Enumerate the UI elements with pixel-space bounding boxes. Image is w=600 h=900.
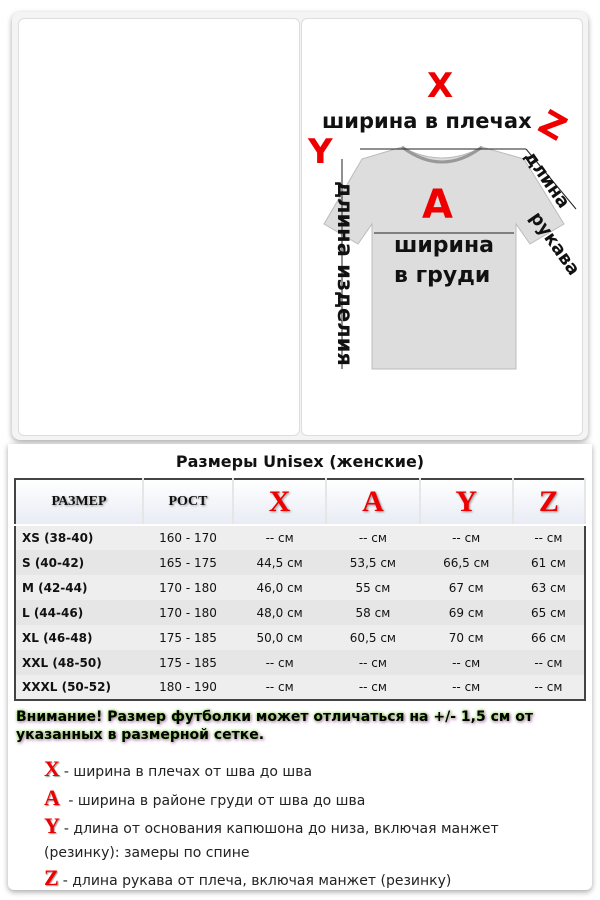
table-cell: 66 см xyxy=(512,625,585,650)
table-cell: 63 см xyxy=(512,575,585,600)
tshirt-illustration xyxy=(323,145,577,370)
image-slide-blank[interactable] xyxy=(18,18,300,436)
table-cell: 55 см xyxy=(326,575,420,600)
header-y: Y xyxy=(419,479,514,526)
table-cell: 170 - 180 xyxy=(159,605,217,620)
header-height: РОСТ xyxy=(143,479,234,526)
diagram-y-marker: Y xyxy=(308,132,333,172)
legend-item-y: Y- длина от основания капюшона до низа, … xyxy=(44,813,499,862)
table-cell: L (44-46) xyxy=(22,605,84,620)
table-cell: 60,5 см xyxy=(326,625,420,650)
table-cell: 170 - 180 xyxy=(143,575,233,600)
table-cell: -- см xyxy=(419,675,513,700)
table-cell: -- см xyxy=(512,525,585,550)
table-cell: 53,5 см xyxy=(349,555,396,570)
header-z: Z xyxy=(512,479,587,526)
table-cell: -- см xyxy=(265,655,294,670)
size-table: РАЗМЕР РОСТ X A Y Z XS (38-40) 160 - 170-… xyxy=(14,478,587,701)
table-cell: XS (38-40) xyxy=(15,525,143,550)
table-cell: 65 см xyxy=(531,605,566,620)
table-cell: -- см xyxy=(358,655,387,670)
header-x: X xyxy=(233,479,328,526)
image-gallery: X ширина в плечах Y длина изделия A шири… xyxy=(12,12,588,440)
diagram-a-label-2: в груди xyxy=(394,263,491,288)
legend: X- ширина в плечах от шва до шва A - шир… xyxy=(44,756,564,894)
table-cell: 70 см xyxy=(419,625,513,650)
legend-item-a: A - ширина в районе груди от шва до шва xyxy=(44,785,366,810)
table-row: XXXL (50-52) 180 - 190 -- см -- см -- см -- с… xyxy=(15,675,585,700)
table-cell: XL (46-48) xyxy=(15,625,143,650)
table-cell: XXXL (50-52) xyxy=(15,675,143,700)
table-cell: -- см xyxy=(326,675,420,700)
table-row: XXL (48-50) 175 - 185 -- см -- см -- см -- см xyxy=(15,650,585,675)
table-cell: 46,0 см xyxy=(233,575,327,600)
table-cell: M (42-44) xyxy=(15,575,143,600)
header-a: A xyxy=(326,479,421,526)
table-cell: -- см xyxy=(326,525,420,550)
table-cell: 66,5 см xyxy=(443,555,490,570)
warning-text: Внимание! Размер футболки может отличать… xyxy=(16,709,533,743)
table-cell: -- см xyxy=(452,655,481,670)
table-cell: 69 см xyxy=(448,605,484,620)
table-cell: 61 см xyxy=(531,555,566,570)
size-info: Размеры Unisex (женские) РАЗМЕР РОСТ X A… xyxy=(8,444,592,890)
legend-item-x: X- ширина в плечах от шва до шва xyxy=(44,756,313,781)
table-cell: -- см xyxy=(233,525,327,550)
size-table-title: Размеры Unisex (женские) xyxy=(175,452,425,471)
table-cell: 175 - 185 xyxy=(159,655,217,670)
table-row: S (40-42) 165 - 175 44,5 см 53,5 см 66,5 см 6… xyxy=(15,550,585,575)
table-cell: 44,5 см xyxy=(256,555,303,570)
table-cell: 67 см xyxy=(419,575,513,600)
diagram-x-label: ширина в плечах xyxy=(322,109,532,133)
diagram-a-label-1: ширина xyxy=(394,233,494,258)
table-cell: -- см xyxy=(419,525,513,550)
table-cell: 165 - 175 xyxy=(159,555,217,570)
header-size: РАЗМЕР xyxy=(15,479,144,526)
diagram-x-marker: X xyxy=(427,66,454,106)
table-cell: 48,0 см xyxy=(256,605,303,620)
table-cell: 175 - 185 xyxy=(143,625,233,650)
table-cell: 180 - 190 xyxy=(143,675,233,700)
table-cell: S (40-42) xyxy=(22,555,85,570)
table-row: M (42-44) 170 - 180 46,0 см 55 см 67 см 63 см xyxy=(15,575,585,600)
table-row: L (44-46) 170 - 180 48,0 см 58 см 69 см 65 см xyxy=(15,600,585,625)
table-cell: XXL (48-50) xyxy=(22,655,102,670)
table-cell: -- см xyxy=(534,655,563,670)
table-cell: 58 см xyxy=(355,605,391,620)
table-row: XL (46-48) 175 - 185 50,0 см 60,5 см 70 см 66… xyxy=(15,625,585,650)
table-cell: -- см xyxy=(233,675,327,700)
size-diagram-image[interactable]: X ширина в плечах Y длина изделия A шири… xyxy=(301,18,583,436)
table-cell: 160 - 170 xyxy=(143,525,233,550)
table-row: XS (38-40) 160 - 170 -- см -- см -- см -- см xyxy=(15,525,585,550)
diagram-a-marker: A xyxy=(422,182,453,228)
legend-item-z: Z- длина рукава от плеча, включая манжет… xyxy=(44,865,452,890)
table-cell: -- см xyxy=(512,675,585,700)
diagram-y-label: длина изделия xyxy=(332,181,357,366)
table-cell: 50,0 см xyxy=(233,625,327,650)
